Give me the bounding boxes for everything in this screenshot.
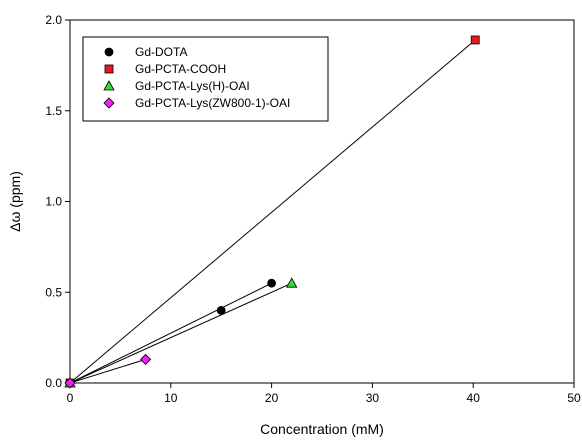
y-axis-title: Δω (ppm) [7,171,23,232]
fit-line-series-1 [69,39,476,384]
fit-line-series-3 [69,358,146,384]
data-point-series-3 [64,377,76,389]
x-tick-label: 0 [67,391,74,405]
fit-line-series-2 [69,282,292,384]
y-tick-label: 1.5 [45,104,62,118]
legend-item: Gd-PCTA-COOH [104,62,226,76]
legend-item: Gd-PCTA-Lys(ZW800-1)-OAI [103,96,290,110]
axis-ticks: 0 10 20 30 40 50 0.0 0.5 1.0 1.5 2.0 [45,13,581,405]
data-point-series-1 [470,35,480,45]
x-tick-label: 40 [467,391,481,405]
legend-item: Gd-PCTA-Lys(H)-OAI [103,79,250,93]
data-point-series-3 [140,353,152,365]
y-tick-label: 0.5 [45,285,62,299]
y-tick-label: 1.0 [45,195,62,209]
data-point-series-2 [286,277,298,288]
y-tick-label: 2.0 [45,13,62,27]
data-point-series-0 [267,278,277,288]
fit-line-series-0 [69,282,272,384]
legend-box [82,36,329,122]
legend-label: Gd-PCTA-COOH [135,62,226,76]
x-tick-label: 30 [366,391,380,405]
legend-marker [103,97,115,109]
data-point-series-0 [216,305,226,315]
legend-marker [104,64,114,74]
data-markers [64,35,480,389]
x-tick-label: 20 [265,391,279,405]
legend-marker [104,47,114,57]
legend: Gd-DOTA Gd-PCTA-COOH Gd-PCTA-Lys(H)-OAI Gd-… [82,36,329,122]
legend-item: Gd-DOTA [104,45,187,59]
legend-marker [103,80,115,91]
fit-lines [69,39,476,384]
legend-label: Gd-PCTA-Lys(H)-OAI [135,79,250,93]
legend-label: Gd-DOTA [135,45,187,59]
x-axis-title: Concentration (mM) [260,421,384,437]
x-tick-label: 50 [567,391,581,405]
x-tick-label: 10 [164,391,178,405]
legend-label: Gd-PCTA-Lys(ZW800-1)-OAI [135,96,290,110]
y-tick-label: 0.0 [45,376,62,390]
